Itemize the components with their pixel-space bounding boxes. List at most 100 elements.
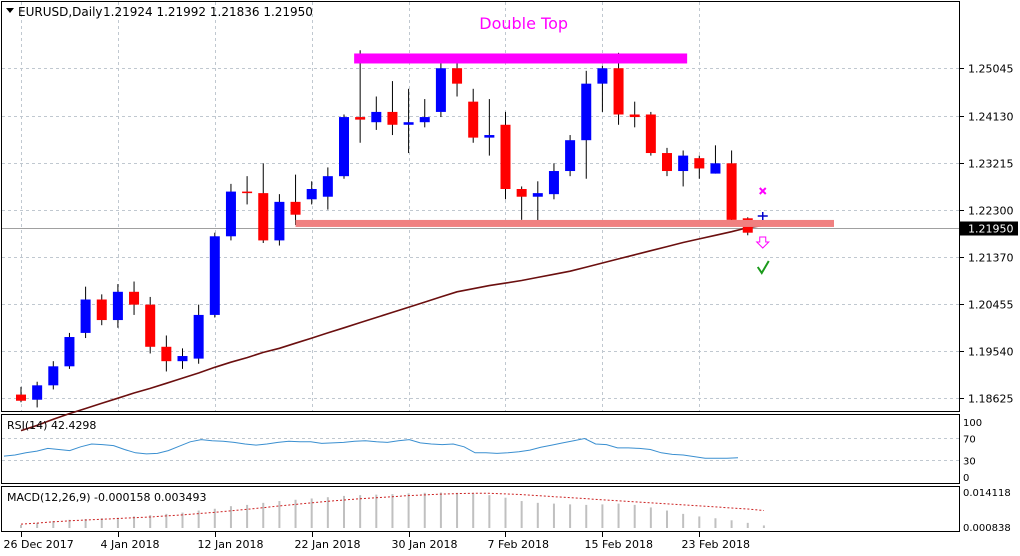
macd-panel-frame <box>1 486 960 532</box>
candle-body <box>710 163 721 174</box>
candle <box>290 174 301 225</box>
candle <box>145 296 156 354</box>
candle-body <box>258 193 269 241</box>
price-tick-label: 1.23215 <box>968 158 1014 171</box>
candle-body <box>468 101 479 138</box>
candle-body <box>322 176 333 197</box>
date-tick-label: 30 Jan 2018 <box>392 538 458 551</box>
candle <box>32 381 43 408</box>
candle-body <box>290 201 301 215</box>
price-tick-label: 1.24130 <box>968 111 1014 124</box>
price-tick-label: 1.20455 <box>968 299 1014 312</box>
candle-body <box>662 153 672 172</box>
candle <box>629 101 640 128</box>
candle-body <box>64 337 75 367</box>
candle <box>548 163 559 200</box>
candle <box>403 88 414 154</box>
candle-body <box>484 135 495 138</box>
candle-body <box>306 189 317 200</box>
date-tick-label: 26 Dec 2017 <box>4 538 74 551</box>
candle-body <box>193 314 204 359</box>
candle <box>581 70 592 179</box>
candle <box>387 81 398 136</box>
candle <box>662 147 672 177</box>
candle <box>371 96 382 130</box>
crosshair-marker-icon <box>757 212 768 220</box>
candle <box>112 284 123 328</box>
price-tick-label: 1.25045 <box>968 63 1014 76</box>
rsi-panel-frame <box>1 414 960 484</box>
candle-body <box>597 68 608 84</box>
price-tick-label: 1.19540 <box>968 346 1014 359</box>
rsi-tick-label: 0 <box>963 473 969 484</box>
candle-body <box>161 346 172 362</box>
candle-body <box>403 122 414 125</box>
date-tick-label: 12 Jan 2018 <box>198 538 264 551</box>
candle <box>694 155 705 179</box>
candle-body <box>225 191 236 237</box>
candle <box>161 335 172 372</box>
candle <box>129 281 140 315</box>
candle <box>177 348 188 369</box>
candle <box>678 150 689 187</box>
price-tick-label: 1.18625 <box>968 393 1014 406</box>
candle-body <box>242 191 253 194</box>
candle <box>484 99 495 156</box>
candle <box>96 294 107 326</box>
price-grid <box>2 2 959 411</box>
candle-body <box>694 158 705 169</box>
candle-body <box>548 171 559 195</box>
date-tick-label: 23 Feb 2018 <box>682 538 750 551</box>
candle <box>452 60 463 97</box>
candle <box>597 65 608 112</box>
candle-body <box>96 299 107 321</box>
date-axis: 26 Dec 2017 4 Jan 2018 12 Jan 2018 22 Jan 2… <box>4 532 750 551</box>
candle <box>468 88 479 143</box>
panel-frames <box>1 1 960 532</box>
candle-body <box>500 124 511 190</box>
candle-body <box>48 366 59 386</box>
candle <box>193 304 204 364</box>
candle <box>306 181 317 205</box>
candle <box>339 114 349 179</box>
candle <box>322 167 333 210</box>
candle-body <box>629 114 640 118</box>
dropdown-triangle-icon[interactable] <box>6 8 14 13</box>
candle <box>726 150 737 223</box>
candle <box>435 57 446 118</box>
candle <box>274 194 285 246</box>
support-band <box>295 219 834 227</box>
close-marker-icon <box>759 187 767 195</box>
price-tick-label: 1.21370 <box>968 252 1014 265</box>
rsi-line <box>3 437 739 459</box>
candle <box>613 52 624 125</box>
double-top-band <box>354 53 688 64</box>
candle <box>209 232 220 318</box>
macd-title: MACD(12,26,9) -0.000158 0.003493 <box>7 491 206 504</box>
candle-body <box>516 189 527 197</box>
symbol-label: EURUSD,Daily <box>18 5 103 19</box>
candle <box>710 145 721 174</box>
candle-body <box>16 394 26 401</box>
candle-body <box>419 117 430 123</box>
candle <box>80 286 91 339</box>
candle-body <box>726 163 737 220</box>
rsi-panel: 100 70 30 0 <box>2 418 982 484</box>
candle-body <box>209 236 220 315</box>
candle <box>645 111 656 156</box>
candle <box>225 183 236 241</box>
checkmark-icon <box>756 260 770 275</box>
candle-body <box>32 385 43 400</box>
ohlc-values: 1.21924 1.21992 1.21836 1.21950 <box>103 5 313 19</box>
moving-average-layer <box>20 224 765 432</box>
price-axis: 1.25045 1.24130 1.23215 1.22300 1.21370 1.204… <box>959 63 1018 406</box>
macd-panel: 0.014118 0.000838 <box>20 488 1011 534</box>
candle-body <box>355 117 366 120</box>
candle-body <box>532 193 543 197</box>
double-top-label: Double Top <box>479 14 568 33</box>
date-tick-label: 22 Jan 2018 <box>295 538 361 551</box>
current-price-box <box>960 221 1018 236</box>
candle <box>516 186 527 220</box>
rsi-tick-label: 30 <box>963 457 976 468</box>
